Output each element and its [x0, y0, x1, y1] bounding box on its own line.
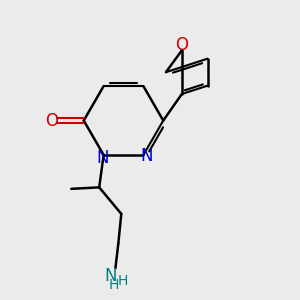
Text: N: N	[105, 267, 117, 285]
Text: H: H	[109, 278, 119, 292]
Text: O: O	[46, 112, 59, 130]
Text: H: H	[118, 274, 128, 288]
Text: N: N	[96, 149, 108, 167]
Text: O: O	[175, 36, 188, 54]
Text: N: N	[141, 147, 153, 165]
